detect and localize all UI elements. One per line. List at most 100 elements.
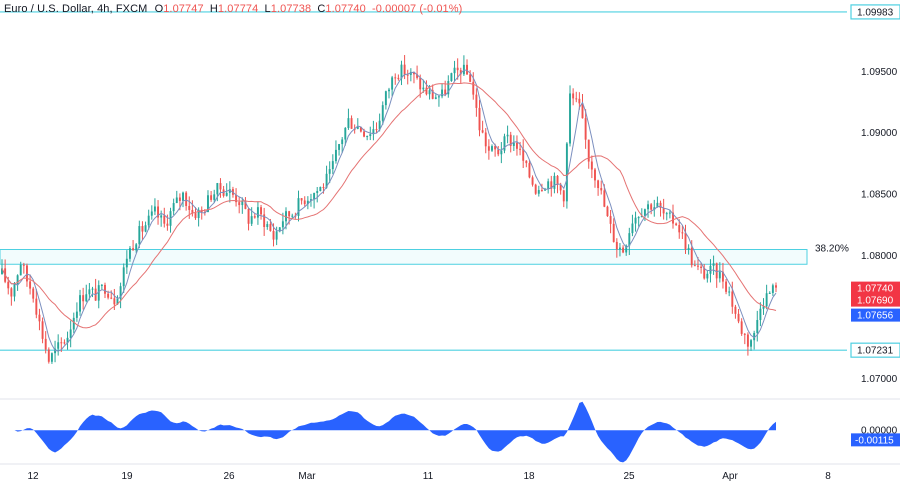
candle-body [85,294,88,302]
candle-body [562,190,565,202]
candle-body [135,244,138,251]
candle-body [612,223,615,242]
candle-body [441,89,444,97]
candle-body [715,263,718,279]
candle-body [706,273,709,279]
candle-body [47,349,50,362]
candle-body [472,81,475,95]
time-tick-7: Apr [722,471,738,482]
candle-body [422,87,425,90]
candle-body [344,127,347,140]
candle-body [569,93,571,144]
candle-body [191,209,194,214]
candle-body [647,204,650,210]
candle-body [50,353,53,362]
candle-body [10,288,13,297]
high-label: H [209,3,218,15]
candle-body [650,204,653,210]
candle-body [313,193,316,200]
candle-body [338,144,341,150]
candle-body [665,213,668,215]
candle-body [341,139,344,145]
candle-body [100,284,103,286]
price-tick-4: 1.07000 [861,374,898,385]
oscillator-area [2,401,776,463]
candle-body [434,97,437,99]
candle-body [628,233,631,246]
candle-body [444,89,447,95]
candle-body [428,90,431,95]
candle-body [285,211,287,222]
price-badge-0[interactable] [851,281,900,295]
candle-body [241,200,244,206]
candle-body [662,207,665,214]
candle-body [107,293,110,298]
candle-body [419,77,422,90]
candle-body [425,87,428,95]
candle-body [250,216,253,224]
candle-body [690,247,693,266]
fib-level-label: 38.20% [815,244,849,255]
candle-body [97,285,100,301]
candle-body [746,334,749,347]
candle-body [718,271,721,279]
candle-body [54,348,57,354]
candle-body [19,264,22,276]
ma-slow-line [1,82,777,329]
candle-body [634,217,637,224]
price-badge-1[interactable] [851,293,900,307]
candle-body [584,118,587,140]
candle-body [138,226,141,245]
candle-body [388,89,390,92]
candle-body [288,211,291,217]
candle-body [144,225,147,232]
candle-body [175,197,178,204]
candle-body [753,332,756,341]
candle-body [69,329,72,338]
candle-body [225,192,228,196]
candle-body [150,211,153,216]
candle-body [397,77,400,79]
candle-body [325,173,328,188]
candle-body [519,148,522,150]
candle-body [431,90,434,99]
level-badge-1[interactable] [850,342,900,358]
candle-body [269,224,272,231]
candle-body [643,209,646,216]
candle-body [565,143,568,202]
candle-body [484,132,487,147]
candle-body [603,190,606,207]
candle-body [703,268,706,279]
price-badge-text-1: 1.07690 [857,296,894,307]
candle-body [759,308,762,321]
candle-body [163,215,166,224]
candle-body [625,245,628,253]
candle-body [44,338,47,350]
candle-body [350,118,353,129]
candle-body [597,180,600,189]
candle-body [319,187,322,192]
candle-body [235,194,238,203]
osc-badge[interactable] [851,433,900,447]
candle-body [525,160,528,164]
candle-body [210,195,213,200]
candle-body [278,227,281,232]
candle-body [659,202,662,208]
candle-body [693,265,696,267]
level-badge-0[interactable] [850,4,900,20]
candle-body [79,295,81,312]
candle-body [182,192,184,201]
candle-body [141,226,144,232]
candle-body [572,93,575,99]
candle-body [743,333,746,335]
price-badge-2[interactable] [851,308,900,322]
candle-body [16,275,19,284]
candle-body [734,306,737,314]
candle-body [606,206,609,217]
time-tick-5: 18 [523,471,535,482]
price-badge-text-0: 1.07740 [857,284,894,295]
symbol-label[interactable]: Euro / U.S. Dollar, 4h, FXCM [4,3,148,15]
candle-body [219,183,222,190]
